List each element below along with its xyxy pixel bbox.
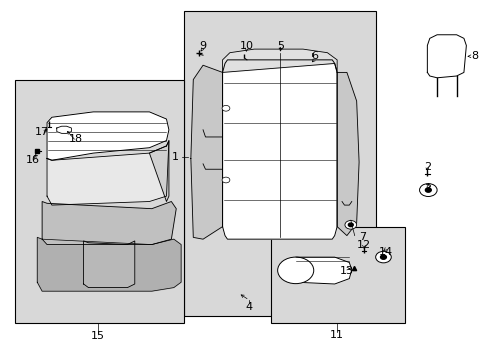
Text: 1: 1 <box>171 152 178 162</box>
Bar <box>271 226 405 323</box>
Text: 6: 6 <box>311 51 318 61</box>
Text: 12: 12 <box>356 239 370 249</box>
Text: 7: 7 <box>358 232 366 242</box>
Circle shape <box>425 188 430 192</box>
Text: 2: 2 <box>423 162 430 172</box>
Circle shape <box>222 105 229 111</box>
Text: 18: 18 <box>69 134 83 144</box>
Circle shape <box>419 184 436 197</box>
Circle shape <box>222 177 229 183</box>
Polygon shape <box>346 221 353 230</box>
Polygon shape <box>47 112 168 160</box>
Polygon shape <box>83 241 135 288</box>
Circle shape <box>344 221 356 229</box>
Polygon shape <box>149 140 168 202</box>
Polygon shape <box>222 60 336 239</box>
Circle shape <box>277 257 313 284</box>
Polygon shape <box>47 140 168 205</box>
Text: 13: 13 <box>339 266 353 276</box>
Text: 11: 11 <box>329 330 344 340</box>
Text: 17: 17 <box>35 127 49 136</box>
Bar <box>15 80 183 323</box>
Polygon shape <box>42 202 176 244</box>
Text: 4: 4 <box>245 302 252 312</box>
Polygon shape <box>427 35 466 78</box>
Polygon shape <box>190 65 222 239</box>
Polygon shape <box>37 237 181 291</box>
Text: 10: 10 <box>240 41 253 50</box>
Polygon shape <box>336 72 358 235</box>
Text: 3: 3 <box>423 184 430 194</box>
Circle shape <box>380 255 386 259</box>
Polygon shape <box>57 126 71 134</box>
Bar <box>183 12 375 316</box>
Text: 15: 15 <box>91 331 105 341</box>
Text: 16: 16 <box>25 155 40 165</box>
Circle shape <box>347 223 352 226</box>
Text: 8: 8 <box>470 51 477 61</box>
Text: 5: 5 <box>277 41 284 50</box>
Circle shape <box>375 251 390 263</box>
Text: 9: 9 <box>199 41 206 50</box>
Text: 14: 14 <box>378 247 392 257</box>
Polygon shape <box>290 257 351 284</box>
Polygon shape <box>222 49 336 72</box>
